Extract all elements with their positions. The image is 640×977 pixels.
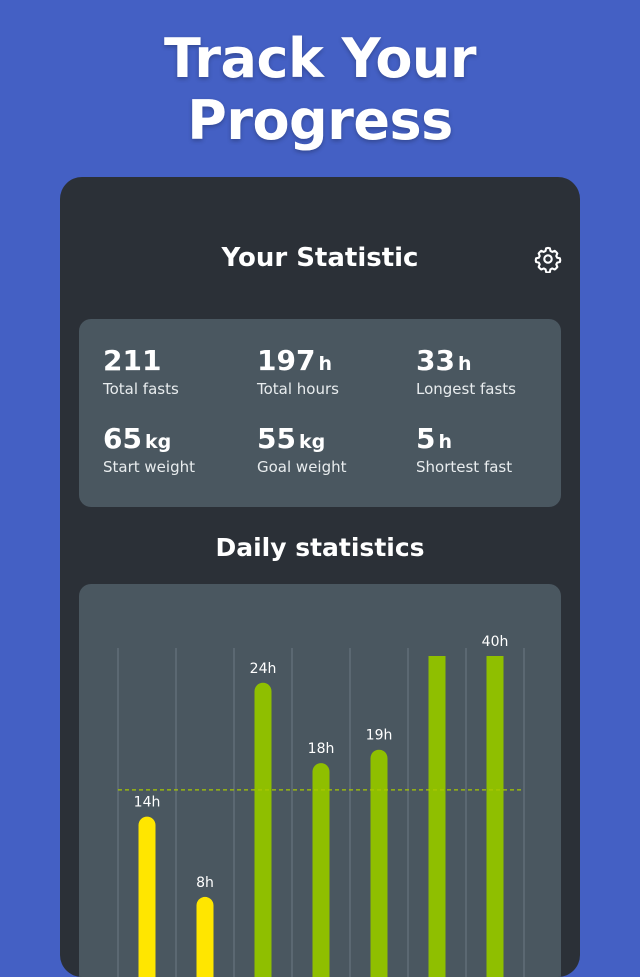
stat-longest-fast: 33 h Longest fasts (416, 344, 516, 399)
chart-data-label: 14h (134, 795, 161, 811)
stat-value: 5 (416, 422, 436, 455)
stat-value: 211 (103, 344, 162, 377)
chart-data-label: 19h (366, 728, 393, 744)
screen-title: Your Statistic (221, 243, 419, 273)
chart-bar[interactable] (370, 749, 388, 977)
phone-frame: Your Statistic 211 Total fasts 197 h Tota… (60, 177, 580, 977)
stat-total-fasts: 211 Total fasts (103, 344, 179, 399)
chart-bar[interactable] (312, 763, 330, 977)
daily-bar-chart: 14h 8h 24h 18h 19h 40h (117, 634, 525, 977)
chart-data-label: 8h (196, 875, 214, 891)
stat-label: Total hours (257, 380, 339, 398)
chart-data-label: 24h (250, 661, 277, 677)
stat-unit: h (457, 353, 472, 375)
daily-chart-card: 14h 8h 24h 18h 19h 40h (79, 584, 561, 977)
stat-start-weight: 65 kg Start weight (103, 422, 195, 477)
stat-label: Goal weight (257, 458, 347, 476)
settings-button[interactable] (534, 245, 562, 274)
chart-bar[interactable] (196, 897, 214, 977)
stat-total-hours: 197 h Total hours (257, 344, 339, 399)
stat-label: Total fasts (103, 380, 179, 398)
stat-label: Longest fasts (416, 380, 516, 398)
stats-card: 211 Total fasts 197 h Total hours 33 h Lon… (79, 319, 561, 507)
chart-data-label: 40h (482, 634, 509, 650)
stat-value: 65 (103, 422, 142, 455)
stat-unit: kg (298, 431, 326, 453)
stat-value: 55 (257, 422, 296, 455)
gear-icon (534, 246, 562, 274)
promo-title-line1: Track Your (163, 27, 477, 90)
promo-title: Track Your Progress (0, 28, 640, 152)
chart-data-label: 18h (308, 741, 335, 757)
chart-bar[interactable] (486, 656, 504, 977)
stat-unit: h (318, 353, 332, 375)
stat-unit: kg (144, 431, 172, 453)
stat-label: Shortest fast (416, 458, 513, 476)
chart-bar[interactable] (428, 656, 446, 977)
stat-value: 33 (416, 344, 455, 377)
stat-value: 197 (257, 344, 316, 377)
chart-bar[interactable] (254, 682, 272, 977)
stat-label: Start weight (103, 458, 195, 476)
promo-title-line2: Progress (187, 89, 453, 152)
stat-goal-weight: 55 kg Goal weight (257, 422, 347, 477)
chart-bar[interactable] (138, 816, 156, 977)
stat-unit: h (438, 431, 453, 453)
daily-statistics-title: Daily statistics (215, 533, 425, 562)
